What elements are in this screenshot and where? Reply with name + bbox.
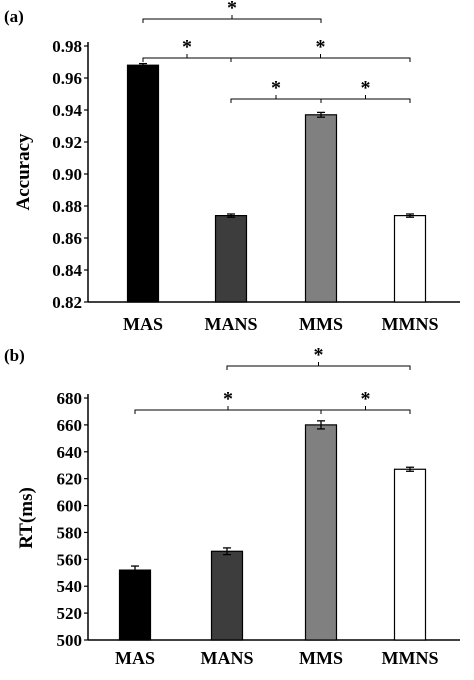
panel-a-y-tick-label: 0.84 xyxy=(52,261,82,280)
panel-a-bars xyxy=(126,62,427,303)
panel-a-category-label: MMS xyxy=(299,314,343,334)
panel-a-y-tick-label: 0.94 xyxy=(52,101,82,120)
panel-a-y-axis-title: Accuracy xyxy=(13,133,34,211)
panel-b-category-labels: MAS MANS MMS MMNS xyxy=(115,648,439,668)
panel-b-y-tick-label: 660 xyxy=(57,416,83,435)
panel-b-significance-star: * xyxy=(223,388,233,410)
panel-a-category-labels: MAS MANS MMS MMNS xyxy=(123,314,439,334)
panel-b-category-label: MMNS xyxy=(382,648,439,668)
panel-b-significance-brackets: * * * xyxy=(134,344,411,414)
panel-a-bar-mas xyxy=(126,64,160,303)
panel-b-bar-mms xyxy=(304,424,338,641)
panel-b-significance-star: * xyxy=(314,344,324,366)
panel-b-label: (b) xyxy=(4,346,25,365)
panel-a-accuracy-chart: (a) Accuracy 0.82 0.84 0.86 0.88 0.90 0.92 0.9… xyxy=(4,0,460,334)
panel-b-y-tick-label: 580 xyxy=(57,523,83,542)
panel-b-rt-chart: (b) RT(ms) 500 520 540 560 580 600 620 640 660 68… xyxy=(4,344,460,668)
panel-a-significance-star: * xyxy=(316,36,326,58)
panel-b-bar-mans xyxy=(210,550,244,641)
panel-b-significance-bracket xyxy=(320,406,411,414)
panel-a-category-label: MAS xyxy=(123,314,163,334)
panel-a-y-tick-label: 0.86 xyxy=(52,229,82,248)
panel-b-y-ticks: 500 520 540 560 580 600 620 640 660 680 xyxy=(57,389,88,650)
panel-b-bar-mmns xyxy=(393,468,427,641)
panel-b-y-tick-label: 620 xyxy=(57,470,83,489)
panel-a-bar-mmns xyxy=(393,215,427,303)
panel-a-significance-star: * xyxy=(182,36,192,58)
panel-b-y-tick-label: 640 xyxy=(57,443,83,462)
panel-a-y-tick-label: 0.88 xyxy=(52,197,82,216)
panel-a-significance-star: * xyxy=(271,77,281,99)
panel-a-significance-bracket xyxy=(142,15,322,23)
panel-b-y-tick-label: 520 xyxy=(57,604,83,623)
panel-a-significance-brackets: * * * * * xyxy=(142,0,411,103)
panel-a-category-label: MANS xyxy=(205,314,258,334)
panel-a-significance-star: * xyxy=(227,0,237,19)
panel-a-significance-bracket xyxy=(230,54,411,62)
panel-b-significance-bracket xyxy=(226,362,411,370)
panel-b-y-axis-title: RT(ms) xyxy=(16,487,37,549)
panel-b-significance-star: * xyxy=(361,388,371,410)
panel-a-bar-mans xyxy=(214,215,248,303)
panel-a-category-label: MMNS xyxy=(382,314,439,334)
panel-b-y-tick-label: 600 xyxy=(57,497,83,516)
panel-b-bars xyxy=(118,420,427,641)
panel-a-significance-star: * xyxy=(361,77,371,99)
panel-a-y-ticks: 0.82 0.84 0.86 0.88 0.90 0.92 0.94 0.96 0.98 xyxy=(52,37,88,312)
panel-a-label: (a) xyxy=(4,7,24,26)
panel-b-y-tick-label: 500 xyxy=(57,631,83,650)
panel-b-y-tick-label: 680 xyxy=(57,389,83,408)
panel-a-y-tick-label: 0.92 xyxy=(52,133,82,152)
panel-a-significance-bracket xyxy=(320,95,411,103)
panel-a-y-tick-label: 0.98 xyxy=(52,37,82,56)
panel-b-category-label: MAS xyxy=(115,648,155,668)
panel-b-category-label: MMS xyxy=(299,648,343,668)
panel-b-category-label: MANS xyxy=(201,648,254,668)
panel-b-y-tick-label: 560 xyxy=(57,550,83,569)
panel-b-y-tick-label: 540 xyxy=(57,577,83,596)
panel-a-y-tick-label: 0.82 xyxy=(52,293,82,312)
panel-b-bar-mas xyxy=(118,569,152,641)
panel-a-bar-mms xyxy=(304,114,338,303)
panel-a-y-tick-label: 0.96 xyxy=(52,69,82,88)
panel-a-y-tick-label: 0.90 xyxy=(52,165,82,184)
